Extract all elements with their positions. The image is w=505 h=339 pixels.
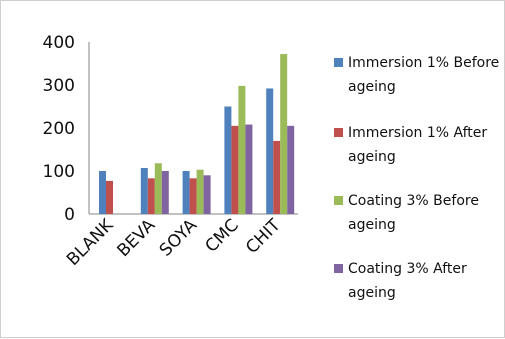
bar-cmc-series-3 <box>238 85 246 214</box>
legend-label: Immersion 1% Before ageing <box>348 55 500 95</box>
legend-label: Coating 3% After ageing <box>348 261 467 301</box>
legend-label: Coating 3% Before ageing <box>348 193 479 233</box>
bar-beva-series-2 <box>147 178 155 214</box>
bar-beva-series-4 <box>161 171 169 214</box>
y-tick-label: 200 <box>43 119 75 139</box>
bar-soya-series-2 <box>189 178 197 214</box>
legend-swatch <box>334 196 343 205</box>
y-tick-label: 100 <box>43 162 75 182</box>
x-tick-label: SOYA <box>156 215 201 260</box>
y-tick-label: 0 <box>64 205 75 225</box>
bars <box>99 54 295 214</box>
bar-chit-series-2 <box>273 140 281 214</box>
legend-swatch <box>334 264 343 273</box>
x-tick-label: CMC <box>202 215 243 256</box>
y-tick-label: 300 <box>43 76 75 96</box>
bar-blank-series-1 <box>99 171 106 214</box>
legend-label: Immersion 1% After ageing <box>348 125 488 165</box>
bar-chit-series-4 <box>287 125 295 214</box>
legend-swatch <box>334 128 343 137</box>
y-axis-tick-labels: 0 100 200 300 400 <box>43 33 75 225</box>
bar-soya-series-4 <box>203 175 211 214</box>
bar-soya-series-3 <box>196 169 204 214</box>
bar-cmc-series-4 <box>245 124 253 214</box>
legend-swatch <box>334 58 343 67</box>
bar-chit-series-1 <box>266 88 274 214</box>
bar-blank-series-2 <box>106 180 113 214</box>
bar-cmc-series-2 <box>231 125 239 214</box>
bar-cmc-series-1 <box>224 106 232 214</box>
x-tick-label: BEVA <box>114 215 160 261</box>
x-tick-label: CHIT <box>242 215 285 258</box>
bar-beva-series-1 <box>140 167 148 214</box>
y-tick-label: 400 <box>43 33 75 53</box>
bar-chit-series-3 <box>280 54 288 214</box>
bar-soya-series-1 <box>182 171 190 214</box>
bar-beva-series-3 <box>154 163 162 214</box>
